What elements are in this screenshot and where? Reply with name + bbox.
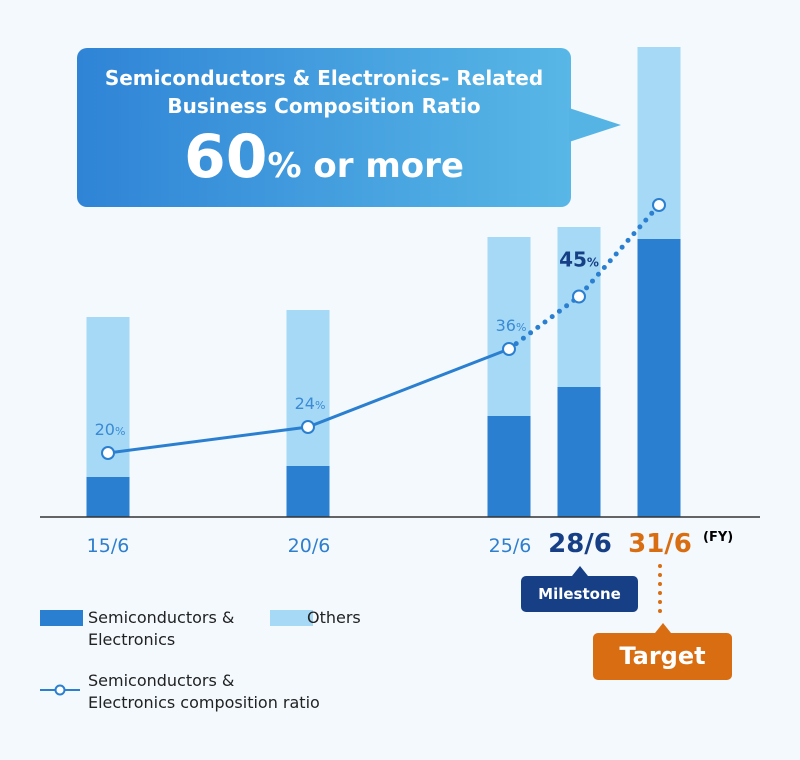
legend-label-ratio: Semiconductors & Electronics composition … xyxy=(88,671,320,712)
callout-line1: Semiconductors & Electronics- Related xyxy=(104,66,544,90)
bar-semi xyxy=(557,387,601,517)
legend-swatch-semi xyxy=(40,610,83,626)
legend-ratio-marker-icon xyxy=(54,684,66,696)
ratio-point xyxy=(652,198,666,212)
bar-semi xyxy=(86,477,130,517)
bar-semi xyxy=(286,466,330,517)
ratio-data-label: 20% xyxy=(95,420,126,439)
bar-semi xyxy=(637,239,681,517)
callout-value: 60 xyxy=(184,122,268,192)
ratio-data-label: 36% xyxy=(496,316,527,335)
ratio-point xyxy=(101,446,115,460)
x-tick-label: 20/6 xyxy=(287,535,331,557)
callout-line2: Business Composition Ratio xyxy=(167,94,481,118)
ratio-data-label: 24% xyxy=(295,394,326,413)
bar-semi xyxy=(487,416,531,517)
legend-label-others: Others xyxy=(307,608,361,627)
callout-box: Semiconductors & Electronics- Related Bus… xyxy=(77,48,621,207)
x-tick-label: 15/6 xyxy=(86,535,130,557)
x-tick-label-milestone: 28/6 xyxy=(548,529,612,559)
x-tick-label: 25/6 xyxy=(488,535,532,557)
target-tag: Target xyxy=(593,633,732,680)
x-tick-label-target: 31/6 xyxy=(628,529,692,559)
legend-label-semi: Semiconductors & Electronics xyxy=(88,608,235,649)
bar-others xyxy=(286,310,330,466)
callout-suffix: % or more xyxy=(267,146,464,186)
bar-others xyxy=(487,237,531,416)
milestone-tag: Milestone xyxy=(521,576,638,612)
x-axis-unit: (FY) xyxy=(703,530,734,545)
ratio-point xyxy=(301,420,315,434)
legend-swatch-others xyxy=(270,610,313,626)
ratio-point xyxy=(502,342,516,356)
ratio-point xyxy=(572,289,586,304)
